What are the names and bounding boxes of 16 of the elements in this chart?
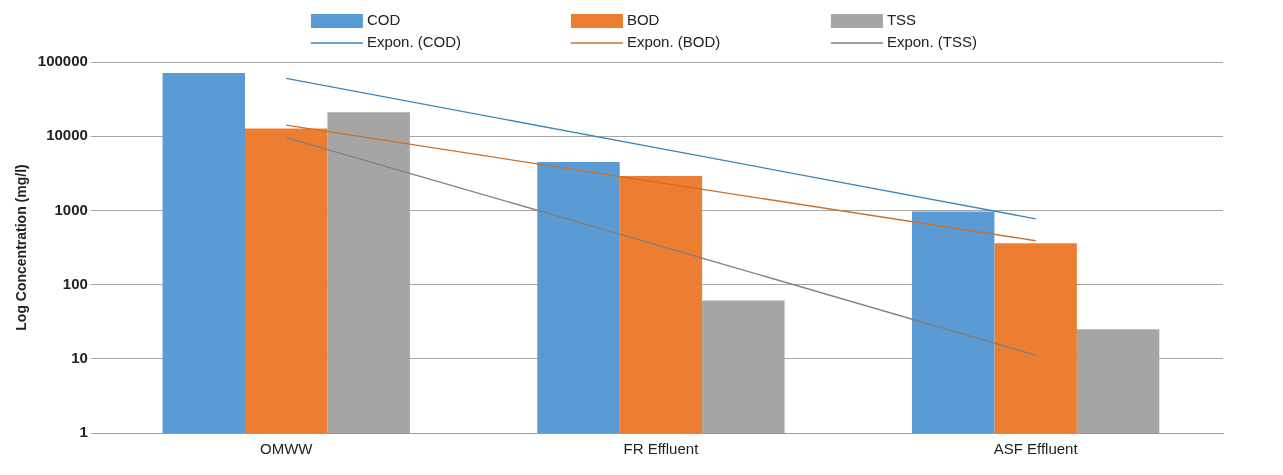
- y-tick-label: 100000: [37, 52, 88, 70]
- y-tick-label: 10: [71, 348, 88, 366]
- y-axis-title: Log Concentration (mg/l): [13, 164, 30, 331]
- y-tick-label: 1: [79, 423, 88, 441]
- x-tick-label: FR Effluent: [623, 440, 700, 458]
- legend-label: Expon. (COD): [366, 33, 462, 51]
- y-tick-label: 10000: [46, 126, 88, 144]
- legend-label: Expon. (BOD): [626, 33, 721, 51]
- legend-label: COD: [366, 11, 401, 29]
- x-tick-label: OMWW: [259, 440, 314, 458]
- y-tick-label: 100: [62, 274, 88, 292]
- y-tick-label: 1000: [54, 200, 88, 218]
- legend-label: TSS: [886, 11, 917, 29]
- x-tick-label: ASF Effluent: [993, 440, 1079, 458]
- legend-label: BOD: [626, 11, 660, 29]
- legend-label: Expon. (TSS): [886, 33, 977, 51]
